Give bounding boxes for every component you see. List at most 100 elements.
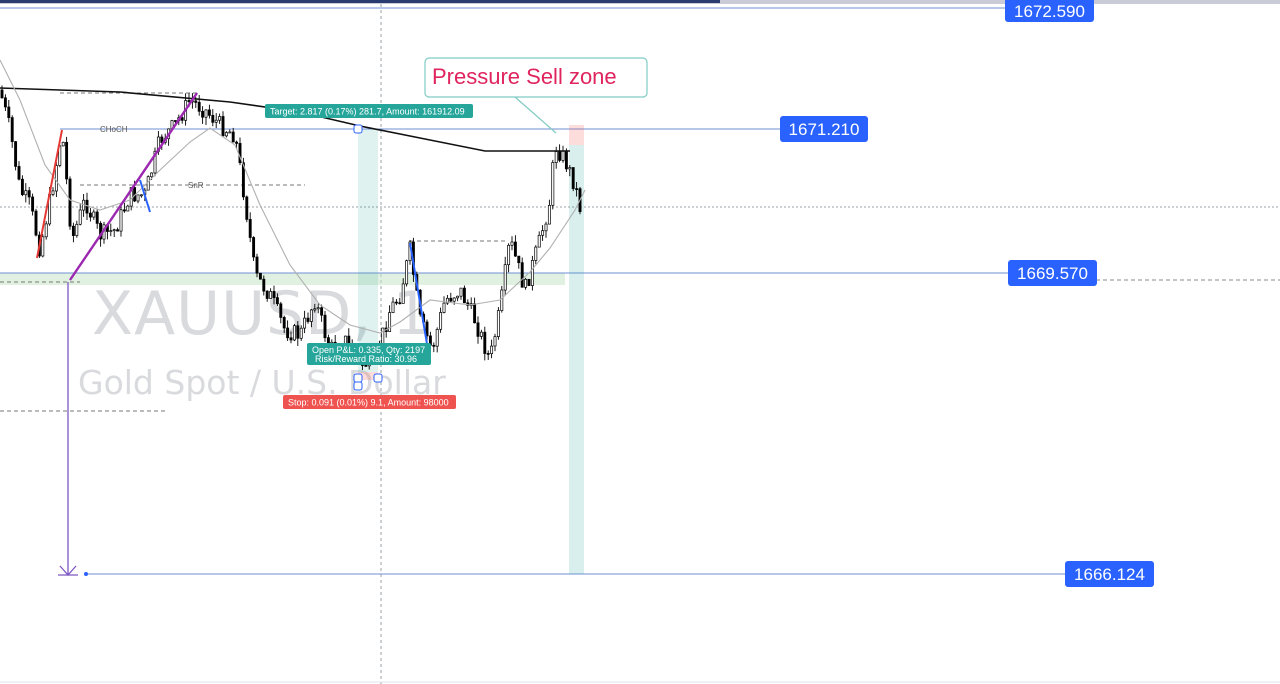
target-handle[interactable]: [353, 124, 363, 134]
trendline-red[interactable]: [36, 129, 63, 259]
trendline-blue-left[interactable]: [139, 179, 151, 213]
candle-body: [398, 302, 402, 305]
stop-handle[interactable]: [353, 381, 363, 391]
candle-body: [34, 210, 38, 236]
candle-body: [224, 132, 228, 137]
candle-body: [435, 329, 439, 347]
pressure-sell-text: Pressure Sell zone: [432, 64, 617, 89]
candle-body: [347, 335, 351, 344]
price-label-1666[interactable]: 1666.124: [1065, 561, 1154, 587]
fast-moving-average: [0, 59, 586, 334]
long-target-zone[interactable]: [358, 129, 378, 372]
candle-body: [483, 331, 487, 354]
candle-body: [262, 278, 266, 292]
candle-body: [71, 225, 75, 236]
candle-body: [231, 131, 235, 143]
candle-body: [462, 287, 466, 304]
candle-body: [207, 109, 211, 116]
candle-body: [54, 165, 58, 192]
candle-body: [490, 345, 494, 355]
candle-body: [452, 297, 456, 302]
candle-body: [17, 166, 21, 180]
candle-body: [524, 278, 528, 288]
candle-body: [527, 278, 531, 286]
candle-body: [517, 255, 521, 264]
candle-body: [75, 223, 79, 236]
snr-label: SnR: [188, 181, 204, 190]
candle-body: [119, 209, 123, 232]
candle-body: [530, 260, 534, 286]
price-label-1671[interactable]: 1671.210: [780, 116, 868, 142]
candle-body: [65, 141, 69, 180]
candle-body: [10, 117, 14, 142]
candle-body: [173, 120, 177, 122]
short-stop-zone[interactable]: [569, 125, 584, 145]
support-zone[interactable]: [0, 273, 565, 285]
candle-body: [544, 223, 548, 232]
candle-body: [68, 178, 72, 227]
candle-body: [306, 317, 310, 322]
stop-label-bg: [283, 395, 456, 409]
entry-handle[interactable]: [353, 373, 363, 383]
trendline-purple[interactable]: [69, 92, 198, 281]
candle-body: [534, 246, 538, 261]
candle-body: [218, 116, 222, 121]
candle-body: [211, 115, 215, 123]
candle-body: [507, 244, 511, 266]
candle-body: [265, 290, 269, 299]
level-anchor[interactable]: [84, 572, 88, 576]
candle-body: [445, 297, 449, 304]
candle-body: [309, 309, 313, 322]
candle-body: [112, 229, 116, 232]
candle-body: [500, 289, 504, 311]
candle-body: [401, 283, 405, 304]
candle-body: [116, 229, 120, 232]
candle-body: [571, 167, 575, 189]
candle-body: [405, 260, 409, 285]
candle-body: [248, 219, 252, 238]
candle-body: [388, 312, 392, 332]
candle-body: [51, 190, 55, 195]
candle-body: [258, 272, 262, 280]
candle-body: [439, 312, 443, 330]
candle-body: [20, 178, 24, 196]
candle-body: [551, 162, 555, 206]
candle-body: [146, 176, 150, 191]
candle-body: [479, 331, 483, 337]
candle-body: [432, 344, 436, 347]
candle-body: [476, 322, 480, 337]
candle-body: [459, 287, 463, 297]
candle-body: [316, 307, 320, 310]
candle-body: [255, 256, 259, 274]
candle-body: [136, 194, 140, 202]
open-label-bg: [307, 343, 431, 365]
candle-body: [153, 150, 157, 174]
candle-body: [126, 205, 130, 212]
price-label-1669-text: 1669.570: [1017, 264, 1088, 283]
entry-handle-right[interactable]: [373, 373, 383, 383]
stop-label: Stop: 0.091 (0.01%) 9.1, Amount: 98000: [288, 398, 449, 408]
risk-reward-label: Risk/Reward Ratio: 30.96: [315, 354, 417, 364]
candle-body: [180, 117, 184, 121]
candle-body: [99, 222, 103, 240]
candle-body: [496, 310, 500, 337]
slow-moving-average: [0, 87, 570, 152]
pressure-sell-callout[interactable]: [424, 57, 648, 98]
short-target-zone[interactable]: [569, 145, 584, 574]
candle-body: [442, 302, 446, 313]
candle-body: [235, 141, 239, 144]
candle-body: [503, 264, 507, 291]
price-label-1672[interactable]: 1672.590: [1005, 0, 1094, 22]
candle-body: [139, 194, 143, 197]
candle-body: [303, 317, 307, 329]
candle-body: [520, 262, 524, 288]
trendline-blue-right[interactable]: [409, 242, 429, 351]
candle-body: [95, 211, 99, 224]
candle-body: [214, 119, 218, 123]
price-label-1669[interactable]: 1669.570: [1008, 260, 1097, 286]
price-label-1671-text: 1671.210: [789, 120, 860, 139]
long-stop-zone[interactable]: [358, 372, 378, 380]
target-label-bg: [265, 104, 473, 118]
